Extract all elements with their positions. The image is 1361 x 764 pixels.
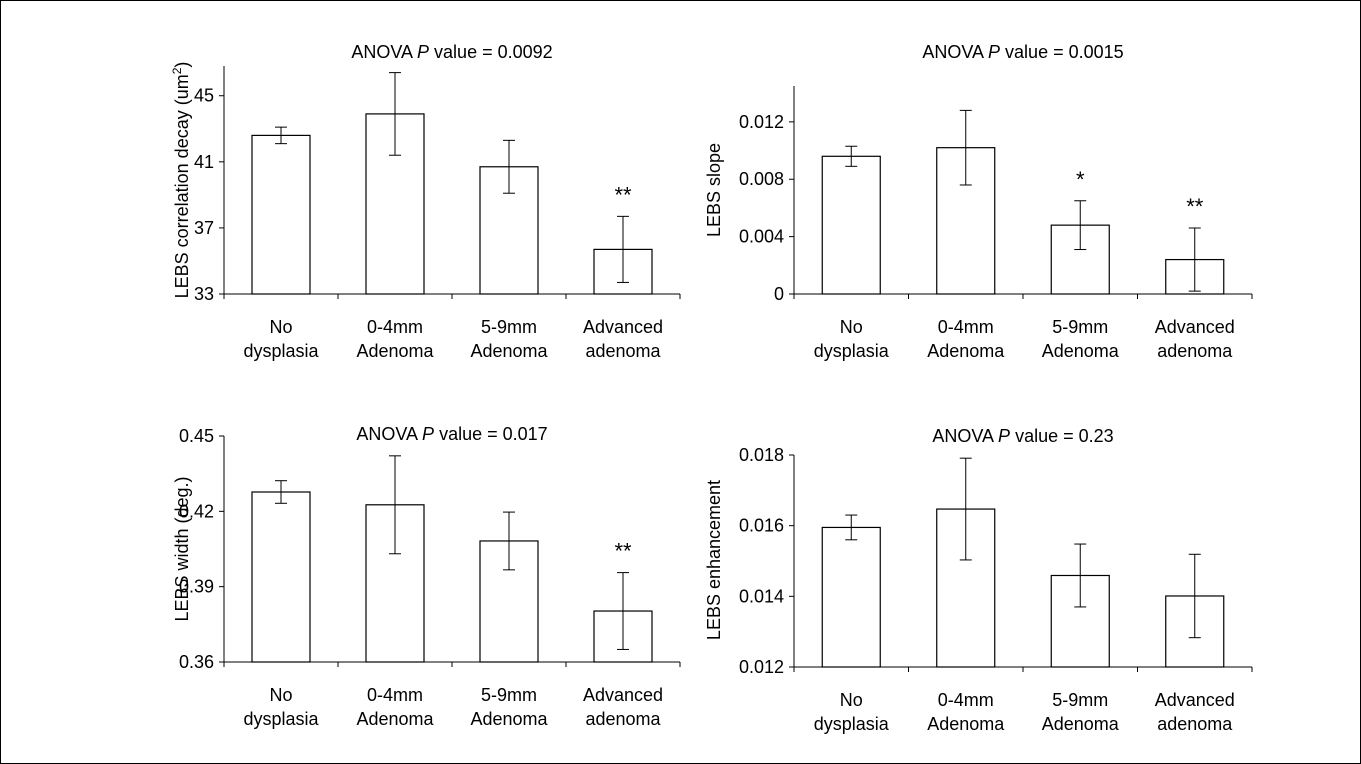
category-label-line2: dysplasia [814, 714, 890, 734]
category-label-line2: Adenoma [470, 709, 548, 729]
y-tick-label: 0.42 [179, 501, 214, 521]
bar [251, 134, 311, 295]
chart-title-suffix: value = 0.0015 [1000, 42, 1124, 62]
y-tick-label: 0.018 [739, 445, 784, 465]
chart-title-prefix: ANOVA [922, 42, 988, 62]
y-tick-label: 37 [194, 218, 214, 238]
category-label-line1: Advanced [583, 317, 663, 337]
significance-marker: ** [614, 182, 632, 207]
chart-title: ANOVA P value = 0.0092 [351, 42, 552, 62]
category-label-line1: 5-9mm [481, 685, 537, 705]
category-label-line1: 0-4mm [367, 317, 423, 337]
chart-title: ANOVA P value = 0.0015 [922, 42, 1123, 62]
chart-title: ANOVA P value = 0.017 [356, 424, 547, 444]
y-tick-label: 0.36 [179, 652, 214, 672]
category-label-line1: 0-4mm [938, 317, 994, 337]
y-axis-label-superscript: 2 [170, 67, 184, 74]
category-label-line1: Advanced [1155, 317, 1235, 337]
y-tick-label: 33 [194, 284, 214, 304]
chart-title-prefix: ANOVA [356, 424, 422, 444]
y-axis-label-main: LEBS slope [704, 143, 724, 237]
category-label-line2: adenoma [585, 341, 661, 361]
chart-title-italic: P [998, 426, 1010, 446]
y-axis-label-main: LEBS correlation decay (um [172, 74, 192, 298]
y-axis-label-main: LEBS enhancement [704, 480, 724, 640]
y-axis-label: LEBS slope [704, 143, 724, 237]
chart-title-italic: P [988, 42, 1000, 62]
chart-panel-2: ANOVA P value = 0.0015 LEBS slope 0 0.004 0.… [704, 42, 1253, 361]
category-label-line2: Adenoma [927, 714, 1005, 734]
category-label-line2: dysplasia [243, 341, 319, 361]
significance-marker: ** [614, 539, 632, 564]
y-tick-label: 0.012 [739, 112, 784, 132]
chart-title-suffix: value = 0.017 [434, 424, 548, 444]
category-label-line1: 5-9mm [1052, 690, 1108, 710]
category-label-line1: No [840, 690, 863, 710]
category-label-line1: 0-4mm [938, 690, 994, 710]
y-tick-label: 45 [194, 86, 214, 106]
category-label-line2: Adenoma [470, 341, 548, 361]
y-axis-label-main: LEBS width (deg.) [172, 476, 192, 621]
y-tick-label: 0.012 [739, 657, 784, 677]
bar [251, 491, 311, 663]
y-tick-label: 0.45 [179, 426, 214, 446]
category-label-line1: No [269, 317, 292, 337]
category-label-line2: Adenoma [1042, 341, 1120, 361]
chart-title-italic: P [422, 424, 434, 444]
category-label-line1: 0-4mm [367, 685, 423, 705]
category-label-line2: adenoma [1157, 341, 1233, 361]
chart-title-italic: P [417, 42, 429, 62]
category-label-line1: 5-9mm [1052, 317, 1108, 337]
category-label-line2: dysplasia [814, 341, 890, 361]
significance-marker: * [1076, 167, 1085, 192]
category-label-line2: Adenoma [356, 709, 434, 729]
bar [821, 155, 881, 295]
chart-title-prefix: ANOVA [351, 42, 417, 62]
y-axis-label: LEBS enhancement [704, 480, 724, 640]
category-label-line2: Adenoma [927, 341, 1005, 361]
chart-panel-1: ANOVA P value = 0.0092 LEBS correlation d… [170, 42, 681, 361]
y-axis-label-close: ) [172, 62, 192, 68]
y-tick-label: 0.004 [739, 227, 784, 247]
significance-marker: ** [1186, 194, 1204, 219]
y-tick-label: 0.014 [739, 586, 784, 606]
y-tick-label: 0.008 [739, 169, 784, 189]
category-label-line2: Adenoma [356, 341, 434, 361]
y-tick-label: 0.016 [739, 516, 784, 536]
y-tick-label: 0 [774, 284, 784, 304]
chart-title-suffix: value = 0.23 [1010, 426, 1114, 446]
category-label-line2: adenoma [585, 709, 661, 729]
chart-panel-4: ANOVA P value = 0.23 LEBS enhancement 0.01… [704, 426, 1253, 734]
category-label-line2: adenoma [1157, 714, 1233, 734]
chart-title: ANOVA P value = 0.23 [932, 426, 1113, 446]
y-axis-label: LEBS correlation decay (um2) [170, 62, 192, 299]
category-label-line1: No [269, 685, 292, 705]
category-label-line1: 5-9mm [481, 317, 537, 337]
y-axis-label: LEBS width (deg.) [172, 476, 192, 621]
category-label-line2: Adenoma [1042, 714, 1120, 734]
category-label-line2: dysplasia [243, 709, 319, 729]
bar [821, 526, 881, 668]
category-label-line1: Advanced [1155, 690, 1235, 710]
category-label-line1: Advanced [583, 685, 663, 705]
y-tick-label: 41 [194, 152, 214, 172]
chart-title-prefix: ANOVA [932, 426, 998, 446]
category-label-line1: No [840, 317, 863, 337]
y-tick-label: 0.39 [179, 577, 214, 597]
chart-title-suffix: value = 0.0092 [429, 42, 553, 62]
